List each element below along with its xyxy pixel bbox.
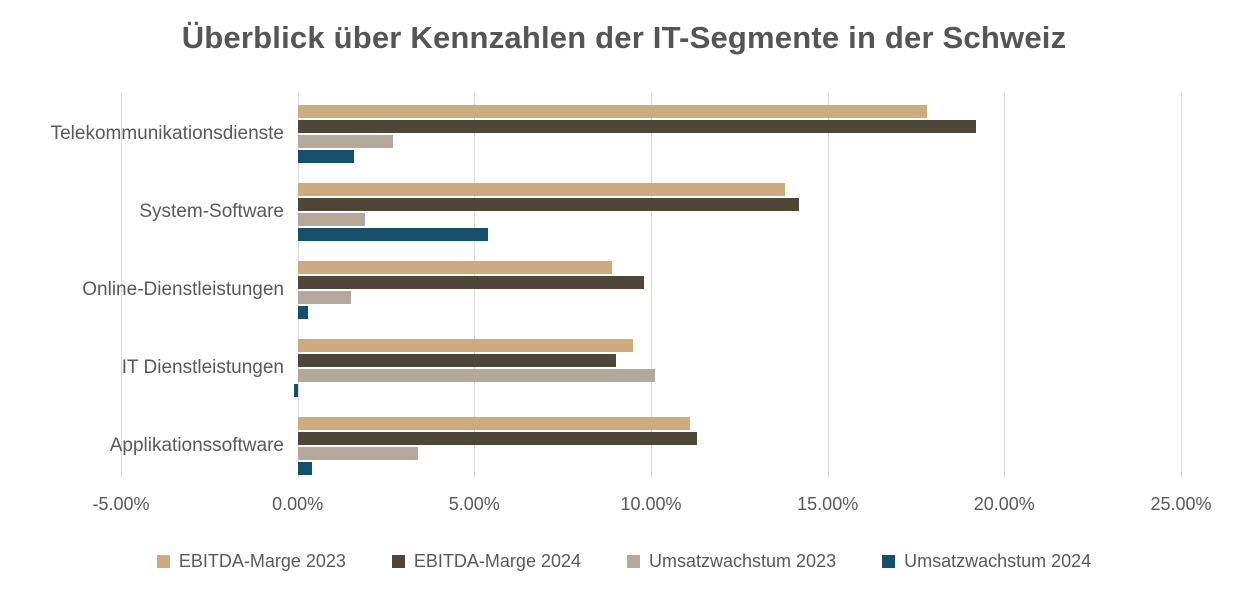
bar bbox=[297, 275, 644, 289]
bar bbox=[297, 260, 613, 274]
category-label: System-Software bbox=[139, 201, 284, 222]
gridline bbox=[827, 93, 829, 478]
legend-label: EBITDA-Marge 2023 bbox=[178, 551, 346, 571]
bar bbox=[297, 135, 394, 149]
gridline bbox=[651, 93, 652, 478]
bar bbox=[297, 416, 690, 430]
x-axis-tick-label: 25.00% bbox=[1150, 494, 1212, 514]
bar bbox=[297, 197, 800, 211]
x-axis-tick-label: 5.00% bbox=[448, 494, 500, 514]
bar bbox=[297, 213, 365, 227]
bar bbox=[297, 447, 418, 461]
legend-label: Umsatzwachstum 2023 bbox=[649, 551, 837, 571]
legend-item: Umsatzwachstum 2023 bbox=[627, 551, 836, 572]
legend-item: EBITDA-Marge 2023 bbox=[156, 551, 346, 572]
legend-label: Umsatzwachstum 2024 bbox=[904, 551, 1092, 571]
legend-item: EBITDA-Marge 2024 bbox=[391, 551, 581, 572]
bar bbox=[297, 462, 312, 476]
x-axis-tick-label: -5.00% bbox=[92, 494, 150, 514]
legend-swatch-icon bbox=[156, 555, 170, 568]
legend-swatch-icon bbox=[882, 555, 896, 568]
gridline bbox=[1004, 93, 1006, 478]
bar bbox=[297, 306, 309, 320]
bar bbox=[297, 104, 927, 118]
x-axis-tick-label: 0.00% bbox=[272, 494, 324, 514]
category-label: Online-Dienstleistungen bbox=[82, 279, 284, 300]
bar bbox=[297, 119, 977, 133]
bar bbox=[297, 431, 697, 445]
bar bbox=[297, 228, 489, 242]
x-axis-tick-label: 15.00% bbox=[797, 494, 859, 514]
category-label: IT Dienstleistungen bbox=[121, 357, 284, 378]
bar bbox=[297, 353, 616, 367]
bar bbox=[297, 150, 355, 164]
bar bbox=[297, 338, 634, 352]
bar bbox=[297, 369, 655, 383]
gridline bbox=[1181, 93, 1182, 478]
legend-label: EBITDA-Marge 2024 bbox=[413, 551, 581, 571]
category-label: Applikationssoftware bbox=[109, 435, 284, 456]
bar bbox=[297, 291, 351, 305]
x-axis-tick-label: 10.00% bbox=[620, 494, 682, 514]
legend: EBITDA-Marge 2023 EBITDA-Marge 2024 Umsatz… bbox=[0, 551, 1248, 572]
gridline bbox=[121, 93, 122, 478]
legend-swatch-icon bbox=[391, 555, 405, 568]
bar bbox=[297, 182, 786, 196]
bar bbox=[294, 384, 298, 398]
legend-item: Umsatzwachstum 2024 bbox=[882, 551, 1091, 572]
legend-swatch-icon bbox=[627, 555, 640, 568]
category-label: Telekommunikationsdienste bbox=[50, 123, 284, 144]
chart-title: Überblick über Kennzahlen der IT-Segment… bbox=[181, 20, 1067, 55]
x-axis-tick-label: 20.00% bbox=[973, 494, 1035, 514]
